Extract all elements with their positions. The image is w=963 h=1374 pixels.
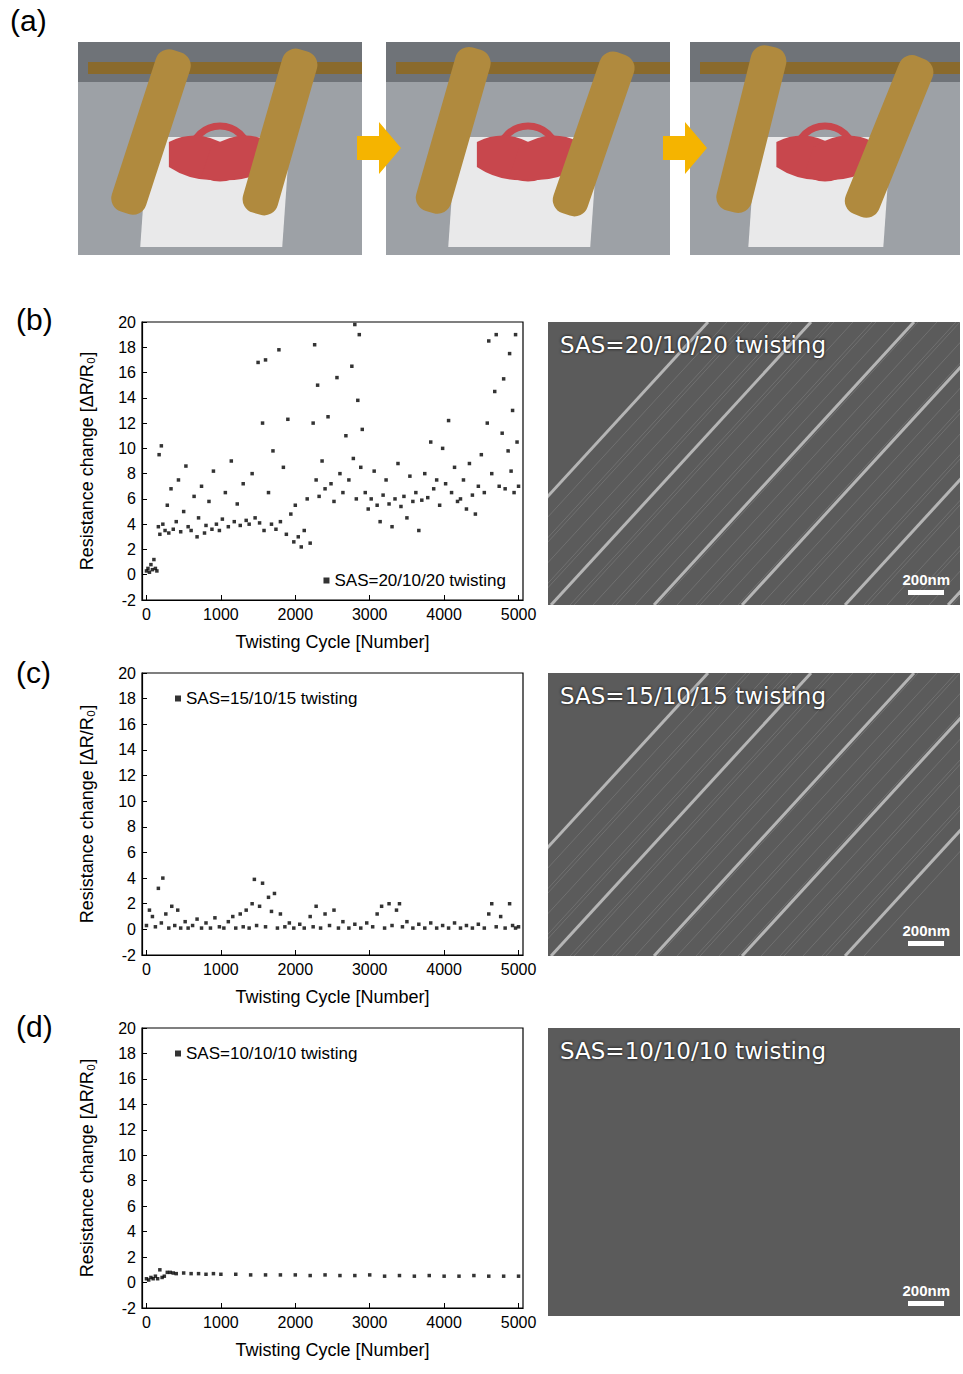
svg-text:4000: 4000 — [426, 606, 462, 623]
svg-text:Resistance change [ΔR/R₀]: Resistance change [ΔR/R₀] — [77, 705, 97, 924]
svg-text:SAS=20/10/20 twisting: SAS=20/10/20 twisting — [334, 571, 506, 590]
svg-text:12: 12 — [118, 1121, 136, 1138]
svg-text:4: 4 — [127, 870, 136, 887]
html-text:(a): (a) — [10, 4, 47, 37]
svg-text:4000: 4000 — [426, 1314, 462, 1331]
html-text:(b): (b) — [16, 303, 53, 336]
svg-text:6: 6 — [127, 844, 136, 861]
svg-text:Twisting Cycle [Number]: Twisting Cycle [Number] — [235, 632, 429, 652]
svg-text:4000: 4000 — [426, 961, 462, 978]
html-text:SAS=15/10/15 twisting: SAS=15/10/15 twisting — [560, 683, 826, 709]
html-text:(d): (d) — [16, 1010, 53, 1043]
svg-text:16: 16 — [118, 716, 136, 733]
svg-text:6: 6 — [127, 490, 136, 507]
svg-text:6: 6 — [127, 1198, 136, 1215]
svg-text:14: 14 — [118, 741, 136, 758]
html-text:200nm: 200nm — [902, 922, 950, 939]
svg-text:14: 14 — [118, 1096, 136, 1113]
svg-text:2000: 2000 — [277, 606, 313, 623]
svg-text:16: 16 — [118, 1070, 136, 1087]
svg-text:2: 2 — [127, 895, 136, 912]
svg-text:20: 20 — [118, 665, 136, 682]
svg-text:20: 20 — [118, 314, 136, 331]
svg-text:5000: 5000 — [501, 1314, 537, 1331]
html-text:SAS=10/10/10 twisting: SAS=10/10/10 twisting — [560, 1038, 826, 1064]
svg-text:10: 10 — [118, 1147, 136, 1164]
svg-text:1000: 1000 — [203, 1314, 239, 1331]
svg-text:0: 0 — [142, 961, 151, 978]
svg-text:8: 8 — [127, 818, 136, 835]
svg-text:2000: 2000 — [277, 961, 313, 978]
svg-text:SAS=15/10/15 twisting: SAS=15/10/15 twisting — [186, 689, 358, 708]
svg-text:5000: 5000 — [501, 606, 537, 623]
svg-text:-2: -2 — [122, 1300, 136, 1317]
svg-text:4: 4 — [127, 516, 136, 533]
svg-text:3000: 3000 — [352, 961, 388, 978]
svg-text:0: 0 — [127, 566, 136, 583]
svg-text:Resistance change [ΔR/R₀]: Resistance change [ΔR/R₀] — [77, 1059, 97, 1278]
svg-text:8: 8 — [127, 465, 136, 482]
svg-text:18: 18 — [118, 1045, 136, 1062]
svg-text:5000: 5000 — [501, 961, 537, 978]
html-text:200nm: 200nm — [902, 571, 950, 588]
svg-text:0: 0 — [142, 1314, 151, 1331]
svg-text:20: 20 — [118, 1020, 136, 1037]
svg-text:Twisting Cycle [Number]: Twisting Cycle [Number] — [235, 1340, 429, 1360]
svg-text:10: 10 — [118, 793, 136, 810]
svg-text:2: 2 — [127, 1249, 136, 1266]
svg-text:12: 12 — [118, 767, 136, 784]
svg-text:0: 0 — [142, 606, 151, 623]
svg-text:10: 10 — [118, 440, 136, 457]
svg-text:18: 18 — [118, 690, 136, 707]
svg-text:-2: -2 — [122, 592, 136, 609]
html-text:SAS=20/10/20 twisting: SAS=20/10/20 twisting — [560, 332, 826, 358]
svg-text:3000: 3000 — [352, 1314, 388, 1331]
svg-text:SAS=10/10/10 twisting: SAS=10/10/10 twisting — [186, 1044, 358, 1063]
svg-text:4: 4 — [127, 1223, 136, 1240]
svg-text:0: 0 — [127, 1274, 136, 1291]
svg-text:2: 2 — [127, 541, 136, 558]
html-text:200nm: 200nm — [902, 1282, 950, 1299]
svg-text:12: 12 — [118, 415, 136, 432]
svg-text:-2: -2 — [122, 947, 136, 964]
svg-text:Resistance change [ΔR/R₀]: Resistance change [ΔR/R₀] — [77, 352, 97, 571]
svg-text:16: 16 — [118, 364, 136, 381]
svg-text:Twisting Cycle [Number]: Twisting Cycle [Number] — [235, 987, 429, 1007]
svg-text:14: 14 — [118, 389, 136, 406]
svg-text:2000: 2000 — [277, 1314, 313, 1331]
svg-text:1000: 1000 — [203, 961, 239, 978]
svg-text:8: 8 — [127, 1172, 136, 1189]
html-text:(c): (c) — [16, 656, 51, 689]
svg-text:3000: 3000 — [352, 606, 388, 623]
svg-text:18: 18 — [118, 339, 136, 356]
svg-text:1000: 1000 — [203, 606, 239, 623]
svg-text:0: 0 — [127, 921, 136, 938]
